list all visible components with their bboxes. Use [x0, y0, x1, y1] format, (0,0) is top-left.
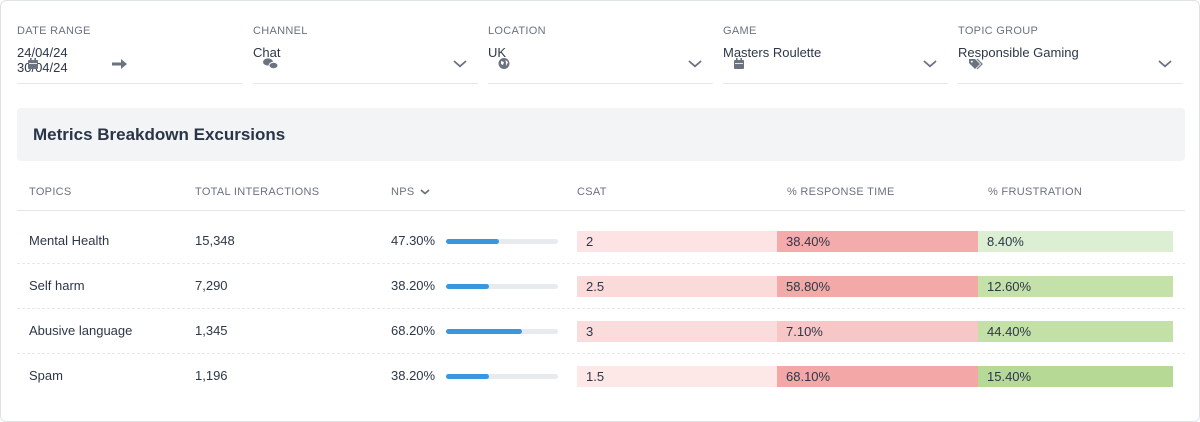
- csat-cell: 2: [577, 231, 777, 252]
- response-cell: 7.10%: [777, 321, 978, 342]
- table-row: Spam 1,196 38.20% 1.5 68.10% 15.40%: [1, 354, 1200, 399]
- chat-icon: [263, 58, 278, 70]
- filter-dropdown[interactable]: 24/04/24 30/04/24: [17, 45, 242, 84]
- table-row: Mental Health 15,348 47.30% 2 38.40% 8.40%: [1, 219, 1200, 264]
- chevron-down: [688, 60, 702, 68]
- frustration-cell: 15.40%: [978, 366, 1173, 387]
- nps-value: 38.20%: [391, 368, 436, 383]
- topic: Spam: [29, 368, 63, 383]
- response-cell: 38.40%: [777, 231, 978, 252]
- date-from: 24/04/24: [17, 45, 68, 60]
- filter-label: TOPIC GROUP: [958, 25, 1039, 37]
- globe-icon: [498, 58, 510, 69]
- header-divider: [17, 210, 1185, 211]
- total-interactions: 1,345: [195, 323, 228, 338]
- table-row: Abusive language 1,345 68.20% 3 7.10% 44.40%: [1, 309, 1200, 354]
- filter-value: Chat: [253, 45, 281, 60]
- nps-bar: [446, 239, 499, 244]
- filter-value: UK: [488, 45, 507, 60]
- nps-bar: [446, 284, 489, 289]
- nps-bar: [446, 374, 489, 379]
- nps-track: [446, 284, 558, 289]
- topic: Self harm: [29, 278, 85, 293]
- topic: Mental Health: [29, 233, 110, 248]
- csat-cell: 3: [577, 321, 777, 342]
- total-interactions: 7,290: [195, 278, 228, 293]
- calendar-icon: [734, 58, 744, 69]
- arrow-icon: [112, 59, 127, 69]
- chevron-down: [923, 60, 937, 68]
- response-cell: 68.10%: [777, 366, 978, 387]
- frustration-cell: 12.60%: [978, 276, 1173, 297]
- total-interactions: 1,196: [195, 368, 228, 383]
- nps-track: [446, 239, 558, 244]
- chevron-down: [1158, 60, 1172, 68]
- nps-value: 38.20%: [391, 278, 436, 293]
- total-interactions: 15,348: [195, 233, 235, 248]
- nps-bar: [446, 329, 523, 334]
- filter-value: Masters Roulette: [723, 45, 822, 60]
- nps-value: 47.30%: [391, 233, 436, 248]
- nps-value: 68.20%: [391, 323, 436, 338]
- filter-dropdown[interactable]: Responsible Gaming: [958, 45, 1183, 84]
- csat-cell: 1.5: [577, 366, 777, 387]
- filter-label: LOCATION: [488, 25, 546, 37]
- column-header: % FRUSTRATION: [988, 186, 1083, 198]
- tag-icon: [969, 58, 983, 70]
- column-header[interactable]: NPS: [391, 186, 415, 198]
- row-divider: [17, 353, 1185, 354]
- row-divider: [17, 308, 1185, 309]
- date-to: 30/04/24: [17, 60, 68, 75]
- column-header: % RESPONSE TIME: [787, 186, 895, 198]
- filter-label: GAME: [723, 25, 757, 37]
- frustration-cell: 8.40%: [978, 231, 1173, 252]
- nps-track: [446, 374, 558, 379]
- filter-dropdown[interactable]: Chat: [253, 45, 478, 84]
- row-divider: [17, 263, 1185, 264]
- nps-track: [446, 329, 558, 334]
- filter-dropdown[interactable]: Masters Roulette: [723, 45, 948, 84]
- panel-header: Metrics Breakdown Excursions: [17, 108, 1185, 161]
- column-header: CSAT: [577, 186, 607, 198]
- panel-title: Metrics Breakdown Excursions: [33, 125, 286, 144]
- filter-label: DATE RANGE: [17, 25, 91, 37]
- filter-dropdown[interactable]: UK: [488, 45, 713, 84]
- frustration-cell: 44.40%: [978, 321, 1173, 342]
- chevron-down: [420, 189, 430, 195]
- column-header: TOPICS: [29, 186, 72, 198]
- column-header: TOTAL INTERACTIONS: [195, 186, 320, 198]
- table-row: Self harm 7,290 38.20% 2.5 58.80% 12.60%: [1, 264, 1200, 309]
- response-cell: 58.80%: [777, 276, 978, 297]
- calendar-icon: [28, 58, 38, 69]
- filter-label: CHANNEL: [253, 25, 308, 37]
- topic: Abusive language: [29, 323, 133, 338]
- chevron-down: [453, 60, 467, 68]
- csat-cell: 2.5: [577, 276, 777, 297]
- filter-value: Responsible Gaming: [958, 45, 1079, 60]
